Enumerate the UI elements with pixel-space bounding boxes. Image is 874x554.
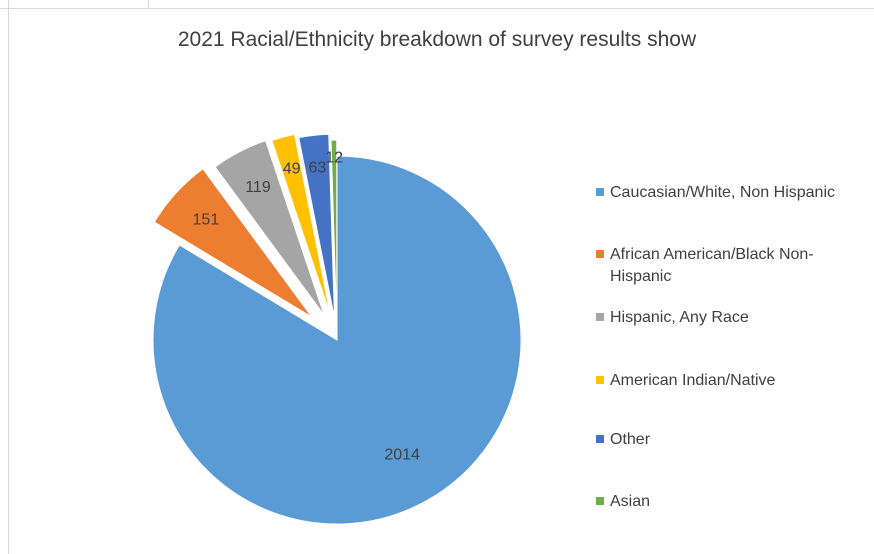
legend-swatch (596, 497, 604, 505)
pie-slice-caucasian-white-non-hispanic (152, 155, 522, 525)
data-label: 2014 (384, 447, 420, 464)
data-label: 151 (193, 212, 220, 229)
data-label: 119 (245, 179, 271, 196)
spreadsheet-gridline-tick (148, 0, 149, 8)
legend-swatch (596, 376, 604, 384)
legend-item-asian: Asian (596, 491, 860, 513)
data-label: 49 (283, 160, 301, 177)
pie-slice-asian (330, 139, 338, 325)
legend-item-other: Other (596, 429, 860, 451)
legend-label: Caucasian/White, Non Hispanic (610, 184, 835, 201)
legend-label: Hispanic, Any Race (610, 309, 749, 326)
legend-swatch (596, 435, 604, 443)
legend-item-american-indian: American Indian/Native (596, 370, 860, 392)
legend-label: Other (610, 431, 651, 448)
spreadsheet-gridline-top (0, 0, 874, 9)
legend-swatch (596, 188, 604, 196)
legend-item-hispanic: Hispanic, Any Race (596, 307, 860, 329)
legend-label: African American/Black Non-Hispanic (610, 246, 814, 285)
legend-label: American Indian/Native (610, 372, 776, 389)
data-label: 63 (309, 159, 327, 176)
pie-slice-hispanic-any-race (214, 140, 325, 316)
legend-swatch (596, 250, 604, 258)
pie-slice-other (298, 133, 336, 319)
legend-item-caucasian: Caucasian/White, Non Hispanic (596, 182, 860, 204)
pie-slice-african-american-black-non-hispanic (153, 168, 313, 318)
spreadsheet-gridline-left (8, 0, 9, 554)
legend-item-african-american: African American/Black Non-Hispanic (596, 244, 860, 288)
pie-slice-american-indian-native (271, 133, 331, 316)
legend-swatch (596, 313, 604, 321)
legend-label: Asian (610, 493, 651, 510)
data-label: 12 (325, 150, 343, 167)
chart-title: 2021 Racial/Ethnicity breakdown of surve… (177, 28, 697, 51)
